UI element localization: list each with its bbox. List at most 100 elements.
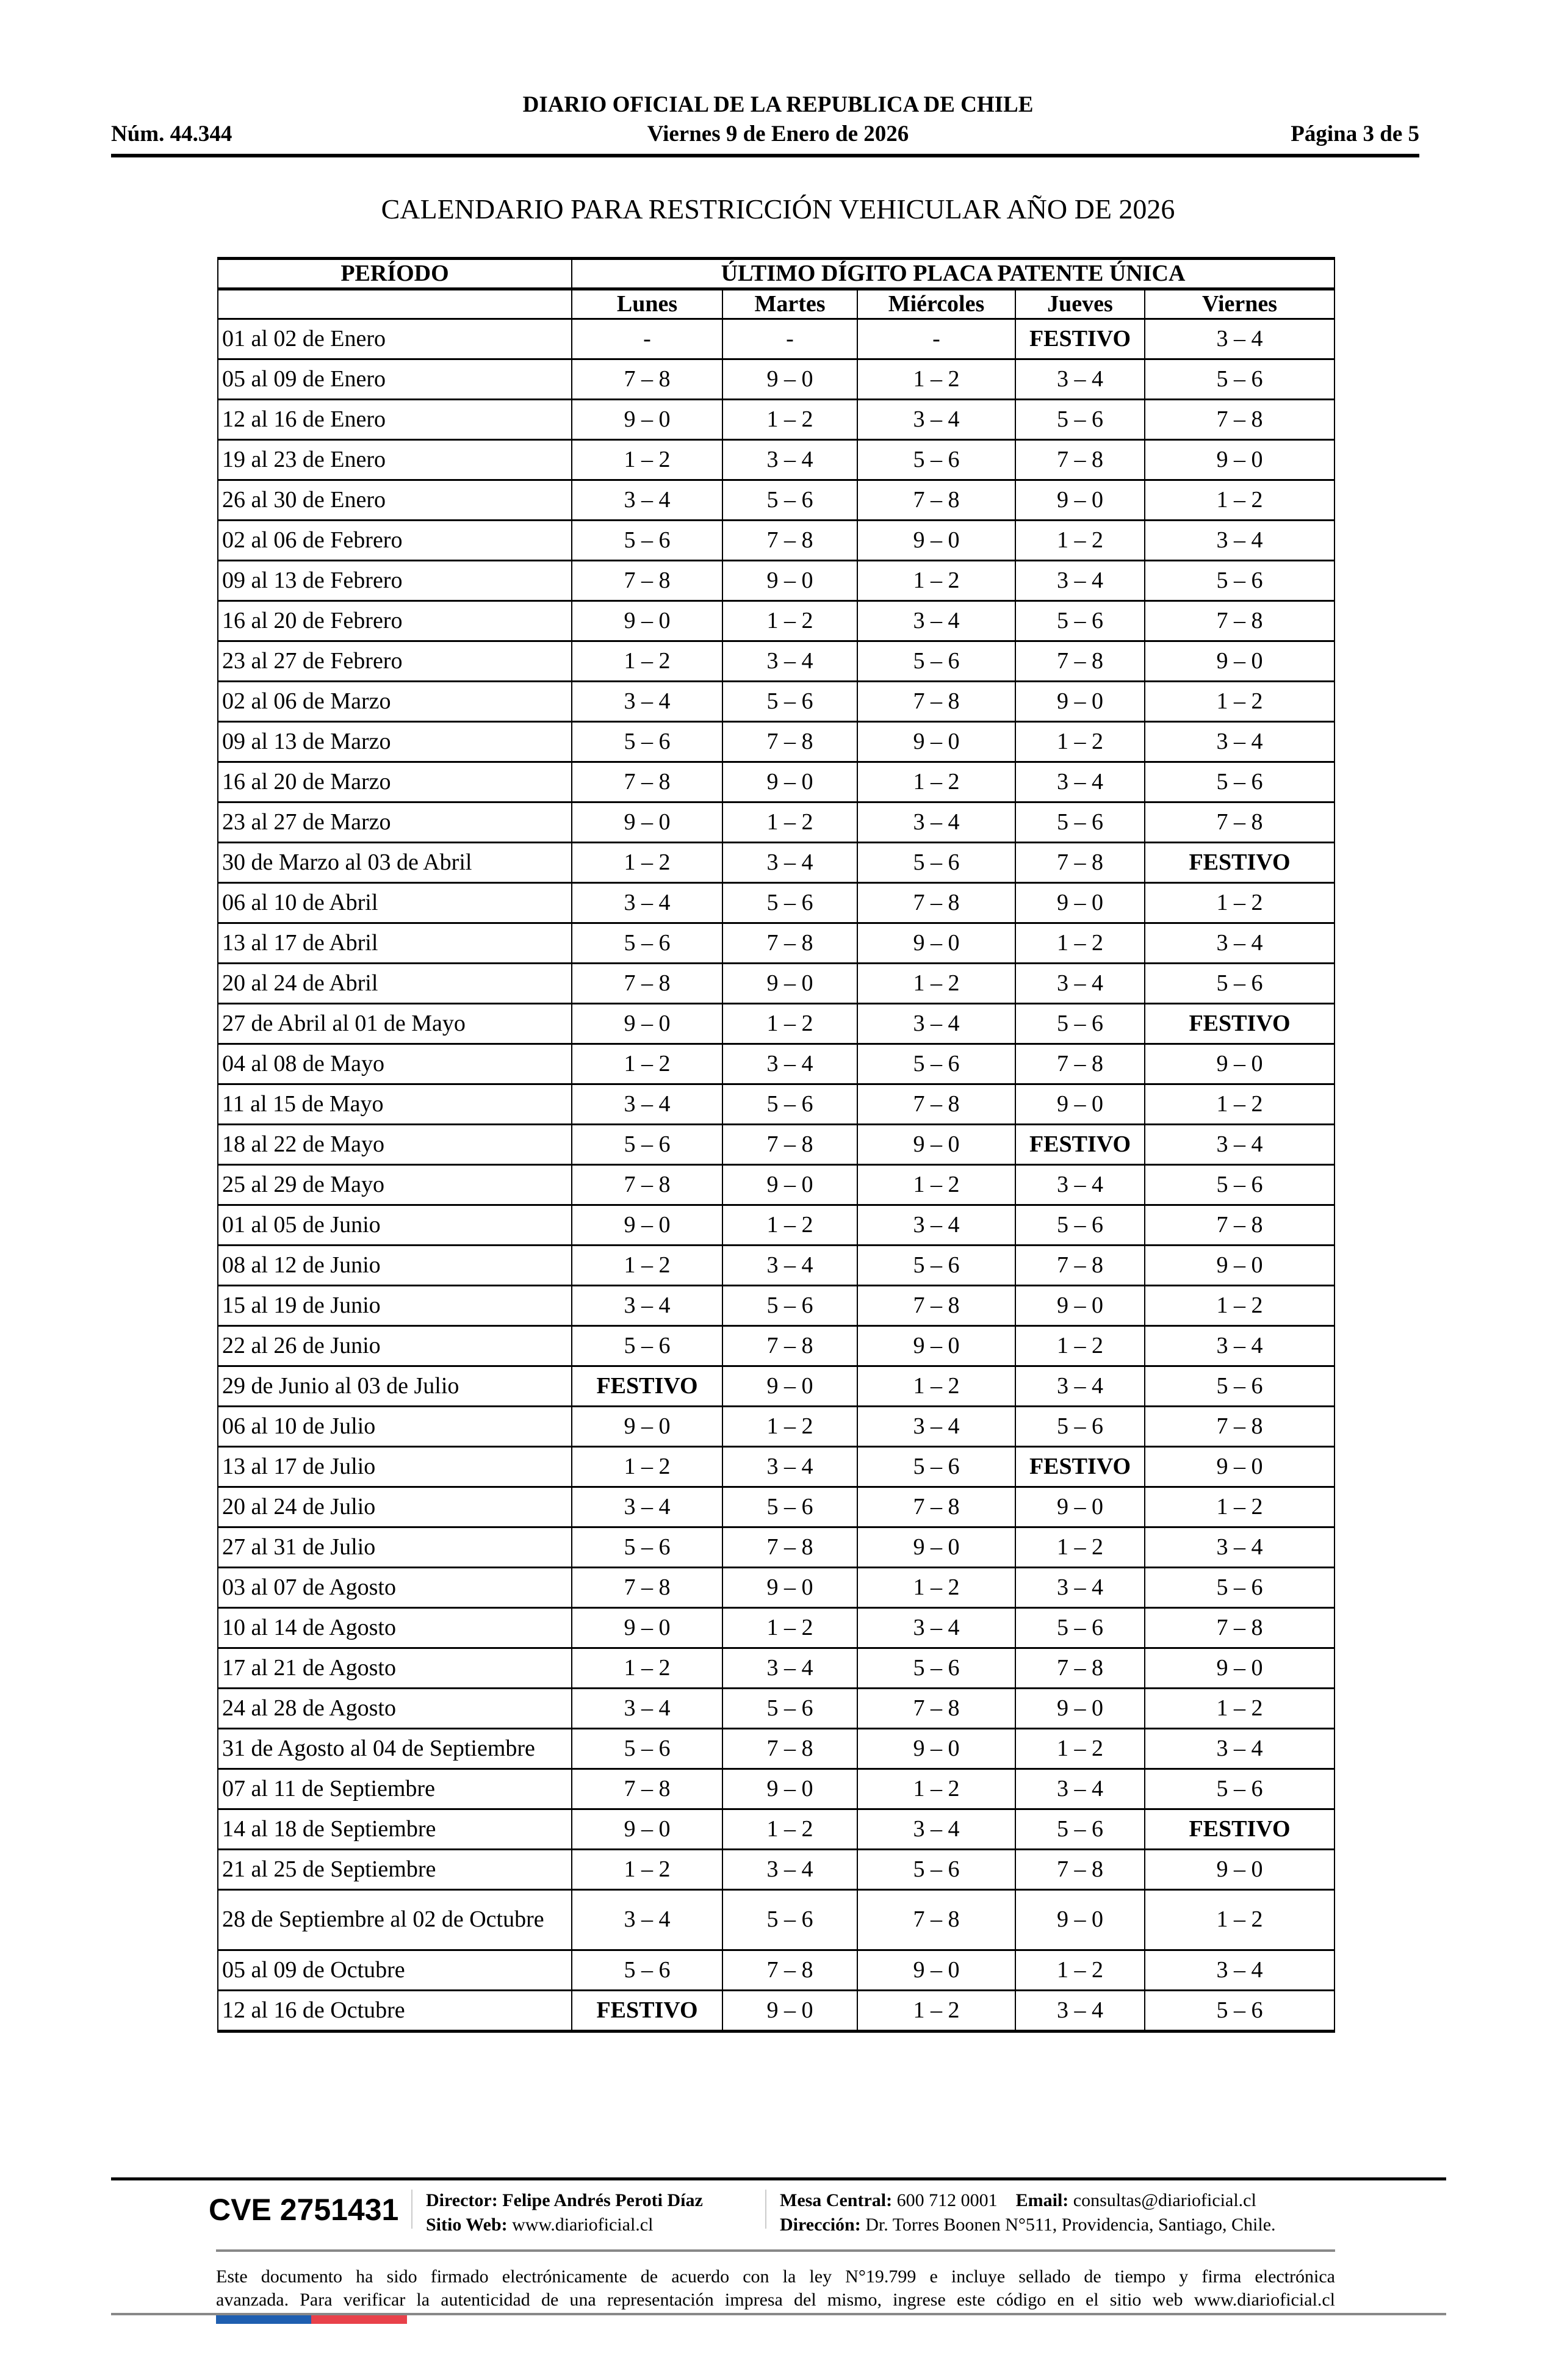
digit-cell-viernes: 9 – 0 [1144, 439, 1335, 481]
digit-cell-miércoles: 7 – 8 [857, 1486, 1016, 1528]
digit-cell-viernes: 1 – 2 [1144, 882, 1335, 924]
digit-cell-viernes: 7 – 8 [1144, 600, 1335, 642]
digit-cell-lunes: 5 – 6 [571, 922, 723, 964]
digit-cell-viernes: FESTIVO [1144, 1808, 1335, 1850]
digit-cell-martes: 3 – 4 [722, 640, 858, 682]
digit-cell-martes: 9 – 0 [722, 761, 858, 803]
director-label: Director: [426, 2190, 498, 2210]
digit-cell-miércoles: 3 – 4 [857, 1808, 1016, 1850]
footer-divider [216, 2249, 1335, 2252]
digit-cell-lunes: 7 – 8 [571, 1768, 723, 1810]
website-link[interactable]: www.diarioficial.cl [512, 2215, 654, 2235]
period-cell: 02 al 06 de Marzo [217, 680, 572, 723]
digit-cell-martes: 3 – 4 [722, 1848, 858, 1891]
digit-cell-viernes: 3 – 4 [1144, 721, 1335, 763]
digit-cell-lunes: FESTIVO [571, 1365, 723, 1407]
period-cell: 08 al 12 de Junio [217, 1244, 572, 1286]
phone-label: Mesa Central: [780, 2190, 893, 2210]
digit-cell-miércoles: 9 – 0 [857, 922, 1016, 964]
digit-cell-viernes: 7 – 8 [1144, 801, 1335, 843]
digit-cell-miércoles: 3 – 4 [857, 600, 1016, 642]
digit-cell-martes: 1 – 2 [722, 1003, 858, 1045]
digit-cell-viernes: 1 – 2 [1144, 479, 1335, 521]
period-cell: 28 de Septiembre al 02 de Octubre [217, 1889, 572, 1951]
period-cell: 07 al 11 de Septiembre [217, 1768, 572, 1810]
period-cell: 10 al 14 de Agosto [217, 1607, 572, 1649]
digit-cell-lunes: 7 – 8 [571, 962, 723, 1004]
digit-cell-miércoles: 5 – 6 [857, 1446, 1016, 1488]
digit-cell-martes: 9 – 0 [722, 1365, 858, 1407]
digit-cell-martes: 7 – 8 [722, 922, 858, 964]
digit-cell-jueves: 9 – 0 [1015, 1687, 1145, 1729]
period-cell: 31 de Agosto al 04 de Septiembre [217, 1728, 572, 1770]
period-cell: 15 al 19 de Junio [217, 1285, 572, 1327]
digit-cell-viernes: 9 – 0 [1144, 1043, 1335, 1085]
period-cell: 06 al 10 de Julio [217, 1405, 572, 1448]
digit-cell-martes: 5 – 6 [722, 1486, 858, 1528]
digit-cell-lunes: 1 – 2 [571, 1446, 723, 1488]
digit-cell-miércoles: 9 – 0 [857, 519, 1016, 561]
digit-cell-jueves: 7 – 8 [1015, 1043, 1145, 1085]
digit-cell-viernes: 1 – 2 [1144, 1889, 1335, 1951]
digit-cell-jueves: 9 – 0 [1015, 1285, 1145, 1327]
digit-cell-miércoles: 9 – 0 [857, 1325, 1016, 1367]
digit-cell-martes: 7 – 8 [722, 1526, 858, 1568]
restriction-calendar-table: PERÍODO ÚLTIMO DÍGITO PLACA PATENTE ÚNIC… [217, 257, 1335, 2033]
digit-cell-martes: 3 – 4 [722, 1244, 858, 1286]
digit-cell-lunes: 9 – 0 [571, 1204, 723, 1246]
email-label: Email: [1015, 2190, 1069, 2210]
digit-cell-jueves: 9 – 0 [1015, 1889, 1145, 1951]
day-header-miercoles: Miércoles [857, 288, 1016, 320]
digit-cell-viernes: 9 – 0 [1144, 1446, 1335, 1488]
digit-cell-martes: 1 – 2 [722, 1405, 858, 1448]
digit-cell-jueves: 7 – 8 [1015, 1848, 1145, 1891]
issue-number: Núm. 44.344 [111, 121, 232, 146]
digit-cell-jueves: 9 – 0 [1015, 1083, 1145, 1125]
digit-cell-lunes: 7 – 8 [571, 761, 723, 803]
digit-cell-jueves: 9 – 0 [1015, 1486, 1145, 1528]
digit-cell-martes: 1 – 2 [722, 600, 858, 642]
digit-cell-lunes: FESTIVO [571, 1989, 723, 2033]
digit-cell-martes: 7 – 8 [722, 1728, 858, 1770]
period-cell: 06 al 10 de Abril [217, 882, 572, 924]
director-name: Felipe Andrés Peroti Díaz [502, 2190, 703, 2210]
digit-cell-viernes: 3 – 4 [1144, 1949, 1335, 1991]
footer-director-block: Director: Felipe Andrés Peroti Díaz Siti… [426, 2188, 703, 2237]
digit-cell-viernes: 7 – 8 [1144, 1405, 1335, 1448]
digit-cell-lunes: 3 – 4 [571, 1889, 723, 1951]
digit-cell-miércoles: 1 – 2 [857, 1567, 1016, 1609]
issue-date: Viernes 9 de Enero de 2026 [647, 121, 909, 146]
digit-cell-lunes: 7 – 8 [571, 560, 723, 602]
email-link[interactable]: consultas@diarioficial.cl [1073, 2190, 1256, 2210]
digit-cell-miércoles: 3 – 4 [857, 398, 1016, 441]
digit-cell-jueves: 3 – 4 [1015, 1164, 1145, 1206]
period-cell: 24 al 28 de Agosto [217, 1687, 572, 1729]
digit-cell-jueves: FESTIVO [1015, 318, 1145, 360]
digit-cell-lunes: 9 – 0 [571, 1003, 723, 1045]
period-cell: 11 al 15 de Mayo [217, 1083, 572, 1125]
digit-cell-martes: 1 – 2 [722, 1204, 858, 1246]
digit-cell-martes: 3 – 4 [722, 439, 858, 481]
digit-cell-martes: 1 – 2 [722, 1808, 858, 1850]
period-cell: 20 al 24 de Abril [217, 962, 572, 1004]
period-cell: 17 al 21 de Agosto [217, 1647, 572, 1689]
digit-cell-martes: 5 – 6 [722, 479, 858, 521]
disclaimer-line: Este documento ha sido firmado electróni… [216, 2266, 1335, 2287]
digit-cell-viernes: 5 – 6 [1144, 1567, 1335, 1609]
period-cell: 16 al 20 de Febrero [217, 600, 572, 642]
digit-cell-jueves: 7 – 8 [1015, 439, 1145, 481]
digit-cell-miércoles: - [857, 318, 1016, 360]
digit-cell-martes: 1 – 2 [722, 801, 858, 843]
digit-cell-miércoles: 5 – 6 [857, 1848, 1016, 1891]
